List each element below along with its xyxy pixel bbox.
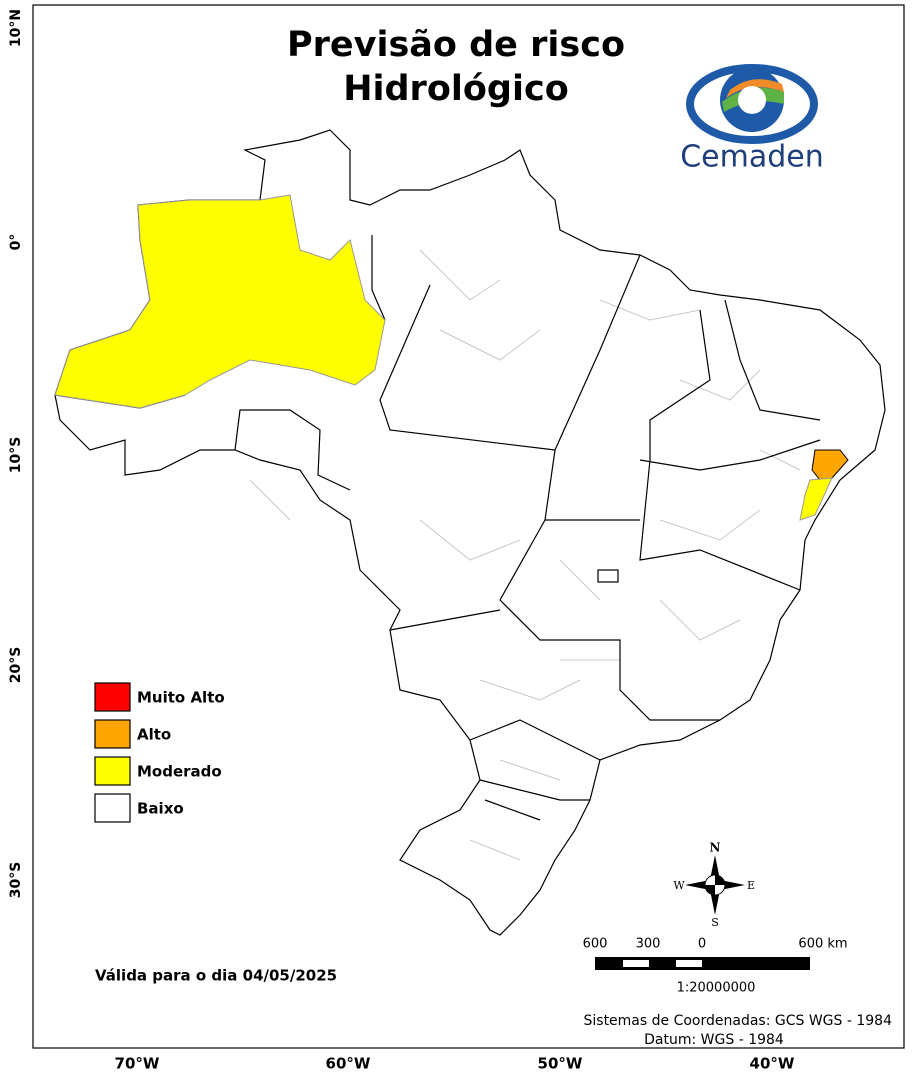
longitude-label: 40°W <box>750 1055 795 1073</box>
risk-area-moderate <box>54 194 386 409</box>
latitude-label: 20°S <box>8 647 24 684</box>
scale-label: 300 <box>636 937 661 952</box>
federal-district <box>597 569 619 583</box>
compass: N E S W <box>673 841 755 930</box>
legend-label: Alto <box>137 726 171 744</box>
latitude-label: 0° <box>8 234 24 251</box>
validity-date: Válida para o dia 04/05/2025 <box>95 967 337 985</box>
longitude-label: 60°W <box>326 1055 371 1073</box>
longitude-label: 70°W <box>115 1055 160 1073</box>
scale-label: 600 km <box>798 937 847 952</box>
compass-west: W <box>673 879 685 892</box>
latitude-label: 10°N <box>8 9 24 47</box>
logo-text: Cemaden <box>680 140 824 175</box>
scale-label: 600 <box>583 937 608 952</box>
legend-label: Moderado <box>137 763 222 781</box>
latitude-label: 10°S <box>8 437 24 474</box>
legend-swatch <box>94 682 131 712</box>
legend-swatch <box>94 793 131 823</box>
legend-swatch <box>94 719 131 749</box>
compass-east: E <box>747 879 755 892</box>
compass-south: S <box>711 916 719 929</box>
legend-label: Baixo <box>137 800 184 818</box>
crs-text: Sistemas de Coordenadas: GCS WGS - 1984 <box>584 1013 893 1029</box>
title: Previsão de risco <box>287 25 625 65</box>
risk-area-moderate <box>799 477 833 521</box>
legend: Muito Alto Alto Moderado Baixo <box>94 682 225 823</box>
legend-swatch <box>94 756 131 786</box>
longitude-label: 50°W <box>538 1055 583 1073</box>
scale-ratio: 1:20000000 <box>677 981 756 996</box>
logo: Cemaden <box>680 64 824 175</box>
municipal-borders <box>249 249 801 861</box>
scale-label: 0 <box>698 937 706 952</box>
datum-text: Datum: WGS - 1984 <box>644 1032 784 1048</box>
legend-label: Muito Alto <box>137 689 225 707</box>
compass-north: N <box>710 841 721 855</box>
scale-bar: 600 300 0 600 km 1:20000000 <box>583 937 848 996</box>
latitude-label: 30°S <box>8 862 24 899</box>
title: Hidrológico <box>343 69 569 109</box>
